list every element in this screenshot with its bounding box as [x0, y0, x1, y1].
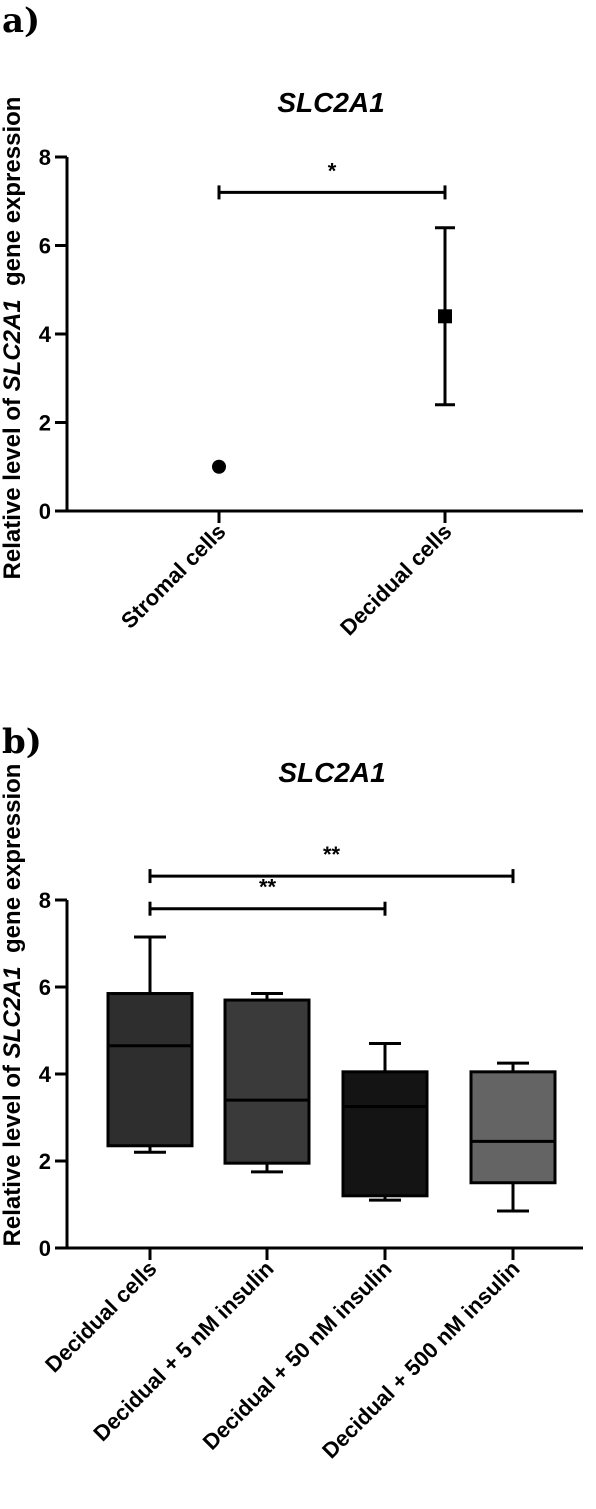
- panel-b-box: [223, 998, 311, 1165]
- panel-a-y-tick-label: 4: [39, 322, 52, 347]
- panel-a-x-tick-label: Stromal cells: [116, 519, 231, 634]
- panel-b-title: SLC2A1: [278, 757, 385, 788]
- panel-a-y-tick-label: 8: [39, 145, 51, 170]
- panel-b-y-tick-label: 2: [39, 1149, 51, 1174]
- panel-b: b) SLC2A1 Relative level of SLC2A1 gene …: [0, 722, 583, 1463]
- panel-a-significance-label: *: [328, 158, 337, 183]
- panel-a-y-tick-label: 2: [39, 411, 51, 436]
- panel-a-point-circle: [212, 459, 226, 474]
- panel-b-x-tick-label: Decidual cells: [40, 1256, 161, 1377]
- panel-b-significance-label: **: [259, 875, 277, 900]
- panel-a-y-tick-label: 0: [39, 499, 51, 524]
- panel-b-y-tick-label: 4: [39, 1062, 52, 1087]
- panel-b-y-tick-label: 8: [39, 888, 51, 913]
- panel-b-box: [341, 1070, 429, 1198]
- panel-b-letter: b): [2, 722, 42, 762]
- panel-a-y-tick-label: 6: [39, 234, 51, 259]
- panel-b-y-tick-label: 0: [39, 1236, 51, 1261]
- panel-a-title: SLC2A1: [277, 87, 384, 118]
- panel-b-y-tick-label: 6: [39, 975, 51, 1000]
- panel-b-significance-label: **: [323, 842, 341, 867]
- panel-a-axes: 0 2 4 6 8 Stromal cells Decidual cells: [39, 145, 583, 640]
- panel-b-box: [469, 1070, 557, 1185]
- panel-b-box: [106, 992, 194, 1148]
- panel-a-y-axis-label: Relative level of SLC2A1 gene expression: [0, 97, 26, 580]
- panel-a-letter: a): [2, 1, 40, 41]
- panel-b-marks: ** **: [106, 842, 557, 1213]
- panel-a: a) SLC2A1 Relative level of SLC2A1 gene …: [0, 1, 583, 640]
- panel-a-x-tick-label: Decidual cells: [335, 519, 456, 640]
- panel-a-point-square: [438, 309, 452, 324]
- panel-a-marks: *: [212, 158, 455, 474]
- panel-b-y-axis-label: Relative level of SLC2A1 gene expression: [0, 764, 26, 1247]
